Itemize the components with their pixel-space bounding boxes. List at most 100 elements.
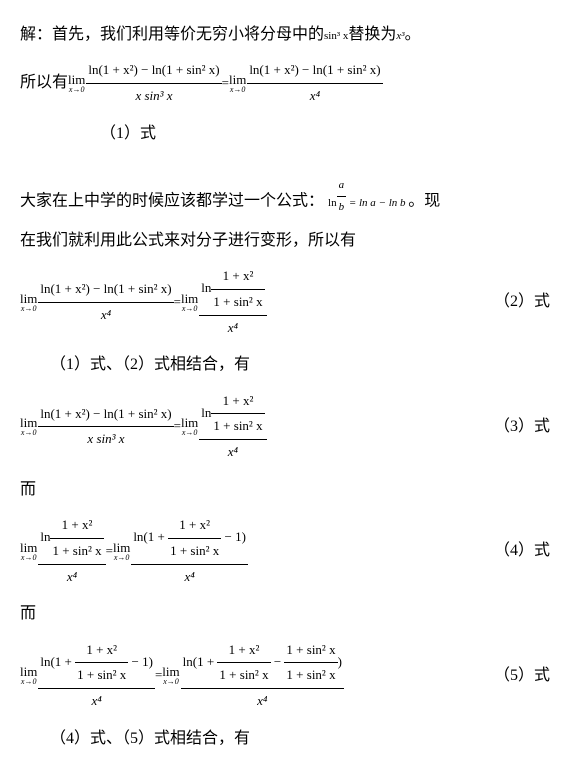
paragraph-1: 解：首先，我们利用等价无穷小将分母中的sin³ x替换为x³。 [20, 20, 560, 50]
inner-num: 1 + x² [50, 513, 103, 538]
inner-den: 1 + sin² x [217, 662, 270, 688]
minus: − [271, 654, 285, 669]
p3-text-a: 大家在上中学的时候应该都学过一个公式： [20, 193, 324, 210]
eq1-den-a: x sin³ x [86, 83, 221, 109]
inner-den: 1 + sin² x [211, 413, 264, 439]
lnab-r: = ln a − ln b [346, 197, 405, 209]
eq4-lhs-den: x⁴ [38, 564, 105, 590]
lim-4b: lim x→0 [113, 541, 130, 562]
lim-sub: x→0 [20, 554, 37, 562]
inner-den: 1 + sin² x [50, 538, 103, 564]
lim-5b: lim x→0 [162, 665, 179, 686]
tag-1: （1）式 [100, 119, 560, 149]
eq5-rhs-den: x⁴ [181, 688, 344, 714]
lim-2a: lim x→0 [20, 292, 37, 313]
eq1-num: ln(1 + x²) − ln(1 + sin² x) [86, 58, 221, 83]
inner-num: 1 + x² [75, 638, 128, 663]
lim-sub: x→0 [20, 678, 37, 686]
lim-sub: x→0 [20, 429, 37, 437]
eq3-rhs-den: x⁴ [199, 439, 266, 465]
eq4-rhs-num: ln(1 + 1 + x²1 + sin² x − 1) [131, 513, 248, 563]
eq2-rhs-den: x⁴ [199, 315, 266, 341]
eq-sign: = [155, 663, 162, 688]
ln: ln [328, 197, 337, 209]
p1-text-a: 解：首先，我们利用等价无穷小将分母中的 [20, 26, 324, 43]
eq3-rhs-innerfrac: 1 + x²1 + sin² x [211, 389, 264, 439]
inner-num: 1 + sin² x [284, 638, 337, 663]
lnab-frac: ab [337, 175, 347, 218]
equation-3: lim x→0 ln(1 + x²) − ln(1 + sin² x) x si… [20, 389, 560, 465]
lim-sub: x→0 [162, 678, 179, 686]
eq5-lhs-innerfrac: 1 + x²1 + sin² x [75, 638, 128, 688]
eq5-lhs-num: ln(1 + 1 + x²1 + sin² x − 1) [38, 638, 155, 688]
p3-text-b: 。现 [408, 193, 440, 210]
ln1p-b: − 1) [128, 654, 153, 669]
lnab-b: b [337, 196, 347, 218]
eq4-rhs-innerfrac: 1 + x²1 + sin² x [168, 513, 221, 563]
ln1p-b: − 1) [221, 529, 246, 544]
spacer [20, 157, 560, 171]
eq5-lhs-den: x⁴ [38, 688, 155, 714]
lim-sub: x→0 [181, 305, 198, 313]
lim-5a: lim x→0 [20, 665, 37, 686]
lim-2b: lim x→0 [181, 292, 198, 313]
inner-num: 1 + x² [168, 513, 221, 538]
eq3-rhs: ln1 + x²1 + sin² x x⁴ [199, 389, 266, 465]
eq-sign: = [174, 414, 181, 439]
eq2-lhs: ln(1 + x²) − ln(1 + sin² x) x⁴ [38, 277, 173, 327]
eq-sign: = [222, 71, 229, 96]
p1-text-b: 替换为 [348, 26, 396, 43]
lim-1a: lim x→0 [68, 73, 85, 94]
lim-label: lim [20, 665, 37, 678]
inner-den: 1 + sin² x [284, 662, 337, 688]
ln1p-a: ln(1 + [183, 654, 218, 669]
tag-3: （3）式 [494, 412, 560, 442]
eq3-rhs-num: ln1 + x²1 + sin² x [199, 389, 266, 439]
eq4-rhs: ln(1 + 1 + x²1 + sin² x − 1) x⁴ [131, 513, 248, 589]
lim-1b: lim x→0 [229, 73, 246, 94]
eq5-rhs: ln(1 + 1 + x²1 + sin² x − 1 + sin² x1 + … [181, 638, 344, 714]
eq1-frac-a: ln(1 + x²) − ln(1 + sin² x) x sin³ x [86, 58, 221, 108]
ln1p-a: ln(1 + [40, 654, 75, 669]
paragraph-5b: 而 [20, 599, 560, 629]
lnab-a: a [337, 175, 347, 196]
lim-sub: x→0 [20, 305, 37, 313]
lim-3a: lim x→0 [20, 416, 37, 437]
lim-label: lim [20, 541, 37, 554]
paragraph-4: （1）式、（2）式相结合，有 [50, 350, 560, 380]
eq1-den-b: x⁴ [247, 83, 382, 109]
inner-num: 1 + x² [217, 638, 270, 663]
p2-text: 所以有 [20, 68, 68, 98]
eq-sign: = [174, 290, 181, 315]
tag-5: （5）式 [494, 661, 560, 691]
eq2-lhs-num: ln(1 + x²) − ln(1 + sin² x) [38, 277, 173, 302]
eq-sign: = [106, 539, 113, 564]
lim-sub: x→0 [113, 554, 130, 562]
eq2-rhs-num: ln1 + x²1 + sin² x [199, 264, 266, 314]
ln: ln [201, 281, 211, 296]
paragraph-3c: 在我们就利用此公式来对分子进行变形，所以有 [20, 226, 560, 256]
lim-label: lim [20, 292, 37, 305]
eq3-lhs-den: x sin³ x [38, 426, 173, 452]
eq4-lhs: ln1 + x²1 + sin² x x⁴ [38, 513, 105, 589]
paragraph-3: 大家在上中学的时候应该都学过一个公式： lnab = ln a − ln b 。… [20, 175, 560, 218]
eq2-lhs-den: x⁴ [38, 302, 173, 328]
equation-1: 所以有 lim x→0 ln(1 + x²) − ln(1 + sin² x) … [20, 58, 560, 108]
eq2-rhs: ln1 + x²1 + sin² x x⁴ [199, 264, 266, 340]
inner-num: 1 + x² [211, 264, 264, 289]
lim-4a: lim x→0 [20, 541, 37, 562]
inline-sin3x: sin³ x [324, 30, 348, 42]
equation-2: lim x→0 ln(1 + x²) − ln(1 + sin² x) x⁴ =… [20, 264, 560, 340]
eq4-lhs-num: ln1 + x²1 + sin² x [38, 513, 105, 563]
close-paren: ) [338, 654, 342, 669]
inner-den: 1 + sin² x [168, 538, 221, 564]
eq3-lhs-num: ln(1 + x²) − ln(1 + sin² x) [38, 402, 173, 427]
eq3-lhs: ln(1 + x²) − ln(1 + sin² x) x sin³ x [38, 402, 173, 452]
lim-label: lim [181, 292, 198, 305]
eq4-lhs-innerfrac: 1 + x²1 + sin² x [50, 513, 103, 563]
lim-label: lim [162, 665, 179, 678]
eq5-lhs: ln(1 + 1 + x²1 + sin² x − 1) x⁴ [38, 638, 155, 714]
equation-4: lim x→0 ln1 + x²1 + sin² x x⁴ = lim x→0 … [20, 513, 560, 589]
eq5-rhs-num: ln(1 + 1 + x²1 + sin² x − 1 + sin² x1 + … [181, 638, 344, 688]
tag-4: （4）式 [494, 536, 560, 566]
